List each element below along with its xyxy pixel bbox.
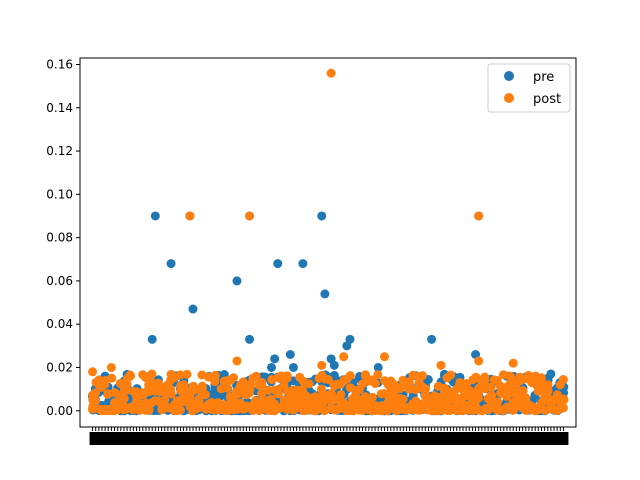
post-point xyxy=(543,384,553,394)
post-point xyxy=(228,373,238,383)
post-point xyxy=(182,369,192,379)
pre-point xyxy=(320,289,330,299)
post-point xyxy=(380,352,390,362)
post-point xyxy=(474,211,484,221)
pre-point xyxy=(285,349,295,359)
legend-marker-post xyxy=(504,93,514,103)
post-point xyxy=(367,392,377,402)
post-point xyxy=(319,406,329,416)
post-point xyxy=(276,371,286,381)
post-point xyxy=(339,352,349,362)
pre-point xyxy=(266,362,276,372)
post-point xyxy=(436,360,446,370)
pre-point xyxy=(232,276,242,286)
post-point xyxy=(304,379,314,389)
post-point xyxy=(326,68,336,78)
post-point xyxy=(200,390,210,400)
post-point xyxy=(88,367,98,377)
post-point xyxy=(210,370,220,380)
y-tick-label: 0.04 xyxy=(46,317,73,331)
post-point xyxy=(175,370,185,380)
post-point xyxy=(90,397,100,407)
x-tick-labels-overlap xyxy=(89,432,569,445)
pre-point xyxy=(147,334,157,344)
post-point xyxy=(175,405,185,415)
post-point xyxy=(125,371,135,381)
pre-point xyxy=(188,304,198,314)
post-point xyxy=(530,379,540,389)
post-point xyxy=(508,405,518,415)
y-tick-label: 0.12 xyxy=(46,144,73,158)
y-tick-label: 0.06 xyxy=(46,274,73,288)
post-point xyxy=(336,389,346,399)
post-point xyxy=(487,390,497,400)
post-point xyxy=(345,371,355,381)
pre-point xyxy=(166,259,176,269)
pre-point xyxy=(273,259,283,269)
post-point xyxy=(429,391,439,401)
pre-point xyxy=(298,259,308,269)
post-point xyxy=(107,373,117,383)
y-tick-label: 0.16 xyxy=(46,57,73,71)
pre-point xyxy=(329,360,339,370)
post-point xyxy=(398,394,408,404)
pre-point xyxy=(270,354,280,364)
post-point xyxy=(373,370,383,380)
post-point xyxy=(106,362,116,372)
pre-point xyxy=(317,211,327,221)
pre-point xyxy=(288,362,298,372)
post-point xyxy=(232,356,242,366)
post-point xyxy=(166,389,176,399)
post-point xyxy=(558,403,568,413)
post-point xyxy=(480,372,490,382)
post-point xyxy=(493,397,503,407)
pre-point xyxy=(345,334,355,344)
post-point xyxy=(458,393,468,403)
y-tick-label: 0.08 xyxy=(46,231,73,245)
post-point xyxy=(263,385,273,395)
y-tick-label: 0.10 xyxy=(46,187,73,201)
post-point xyxy=(486,382,496,392)
y-tick-label: 0.00 xyxy=(46,404,73,418)
y-tick-label: 0.14 xyxy=(46,101,73,115)
pre-point xyxy=(150,211,160,221)
legend-label-pre: pre xyxy=(533,70,554,85)
post-point xyxy=(185,211,195,221)
post-point xyxy=(179,380,189,390)
y-tick-label: 0.02 xyxy=(46,360,73,374)
post-point xyxy=(370,378,380,388)
pre-point xyxy=(546,369,556,379)
post-point xyxy=(144,405,154,415)
post-point xyxy=(119,394,129,404)
post-point xyxy=(508,358,518,368)
data-points xyxy=(87,68,569,416)
post-point xyxy=(506,372,516,382)
post-point xyxy=(90,388,100,398)
legend-label-post: post xyxy=(533,92,561,107)
x-axis xyxy=(89,427,569,445)
post-point xyxy=(245,211,255,221)
post-point xyxy=(251,371,261,381)
post-point xyxy=(222,383,232,393)
legend: pre post xyxy=(487,63,571,113)
post-point xyxy=(417,371,427,381)
legend-marker-pre xyxy=(504,71,514,81)
pre-point xyxy=(245,334,255,344)
post-point xyxy=(533,405,543,415)
pre-point xyxy=(427,334,437,344)
post-point xyxy=(147,369,157,379)
post-point xyxy=(185,392,195,402)
post-point xyxy=(558,375,568,385)
y-axis: 0.00 0.02 0.04 0.06 0.08 0.10 0.12 0.14 0.16 xyxy=(46,57,80,418)
post-point xyxy=(446,370,456,380)
post-point xyxy=(474,356,484,366)
post-point xyxy=(421,390,431,400)
post-point xyxy=(317,360,327,370)
post-point xyxy=(251,397,261,407)
post-point xyxy=(245,384,255,394)
pre-point xyxy=(373,362,383,372)
post-point xyxy=(282,373,292,383)
post-point xyxy=(559,395,569,405)
